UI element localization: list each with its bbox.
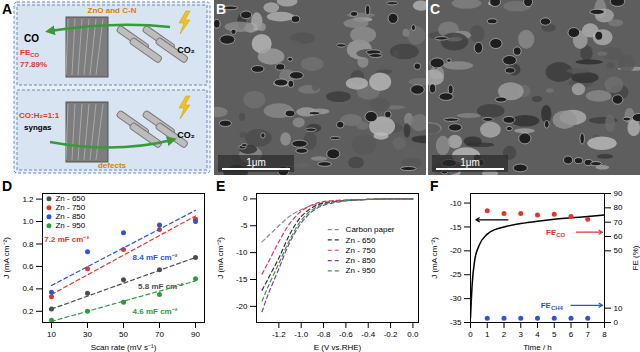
svg-text:7.2 mF cm⁻²: 7.2 mF cm⁻² (44, 235, 89, 244)
svg-text:defects: defects (98, 161, 127, 170)
svg-text:4.6 mF cm⁻²: 4.6 mF cm⁻² (133, 307, 178, 316)
svg-text:-15: -15 (450, 223, 462, 232)
svg-text:Zn - 750: Zn - 750 (346, 246, 376, 255)
svg-text:0.2: 0.2 (22, 307, 34, 316)
svg-text:Time / h: Time / h (523, 343, 552, 352)
svg-text:10: 10 (614, 304, 623, 313)
svg-text:5.8 mF cm⁻²: 5.8 mF cm⁻² (138, 282, 183, 292)
svg-text:-10: -10 (236, 248, 248, 257)
svg-text:0.6: 0.6 (22, 262, 34, 271)
svg-text:0.4: 0.4 (22, 284, 34, 293)
svg-text:FE (%): FE (%) (631, 245, 640, 270)
svg-text:J (mA cm⁻²): J (mA cm⁻²) (2, 237, 11, 279)
svg-text:Zn - 850: Zn - 850 (55, 212, 85, 221)
svg-text:0.0: 0.0 (407, 330, 419, 339)
svg-text:0.8: 0.8 (22, 240, 34, 249)
svg-text:Zn - 850: Zn - 850 (346, 256, 376, 265)
svg-text:Carbon paper: Carbon paper (346, 225, 395, 234)
svg-text:-10: -10 (450, 199, 462, 208)
svg-text:0: 0 (468, 330, 473, 339)
svg-text:8: 8 (602, 330, 607, 339)
svg-text:Zn - 950: Zn - 950 (55, 221, 85, 230)
svg-text:-0.8: -0.8 (317, 330, 331, 339)
html-text:A: A (2, 1, 13, 17)
html-text:E: E (216, 178, 226, 194)
svg-text:CO:H₂=1:1: CO:H₂=1:1 (19, 111, 60, 120)
svg-text:Zn - 950: Zn - 950 (346, 266, 376, 275)
svg-text:80: 80 (614, 203, 623, 212)
html-text:C: C (430, 1, 441, 17)
svg-text:70: 70 (155, 330, 164, 339)
svg-text:FE: FE (540, 300, 551, 310)
svg-text:CO: CO (556, 232, 565, 238)
svg-text:0: 0 (243, 194, 248, 203)
svg-text:7: 7 (586, 330, 591, 339)
html-text:B: B (216, 1, 227, 17)
svg-text:ZnO and C-N: ZnO and C-N (88, 6, 137, 15)
svg-text:-25: -25 (450, 270, 462, 279)
svg-text:3: 3 (519, 330, 524, 339)
svg-text:Zn - 650: Zn - 650 (55, 194, 85, 203)
svg-text:E (V vs.RHE): E (V vs.RHE) (314, 343, 362, 352)
svg-text:-20: -20 (450, 246, 462, 255)
svg-text:8.4 mF cm⁻²: 8.4 mF cm⁻² (133, 253, 178, 262)
svg-text:J (mA cm⁻²): J (mA cm⁻²) (430, 237, 439, 279)
svg-text:1.0: 1.0 (22, 217, 34, 226)
svg-text:FECO: FECO (20, 48, 40, 58)
svg-text:-0.4: -0.4 (361, 330, 375, 339)
svg-text:30: 30 (83, 330, 92, 339)
svg-text:1μm: 1μm (460, 157, 480, 168)
svg-text:-20: -20 (236, 302, 248, 311)
html-text:D: D (2, 178, 13, 194)
svg-text:90: 90 (191, 330, 200, 339)
svg-text:CO: CO (24, 33, 39, 44)
svg-text:10: 10 (47, 330, 56, 339)
svg-text:50: 50 (614, 246, 623, 255)
svg-text:Scan rate (mV s⁻¹): Scan rate (mV s⁻¹) (91, 343, 157, 352)
svg-text:6: 6 (569, 330, 574, 339)
svg-text:-1.2: -1.2 (272, 330, 286, 339)
svg-text:-1.0: -1.0 (294, 330, 308, 339)
html-text:F: F (430, 178, 439, 194)
svg-text:1.2: 1.2 (22, 195, 34, 204)
svg-text:CH4: CH4 (551, 305, 564, 311)
svg-text:2: 2 (502, 330, 507, 339)
svg-text:-0.6: -0.6 (339, 330, 353, 339)
svg-text:syngas: syngas (24, 123, 52, 132)
svg-text:CO₂: CO₂ (177, 45, 195, 55)
svg-text:Zn - 750: Zn - 750 (55, 203, 85, 212)
svg-text:1: 1 (485, 330, 490, 339)
svg-text:-35: -35 (450, 318, 462, 327)
svg-text:CO₂: CO₂ (177, 130, 195, 140)
svg-text:90: 90 (614, 189, 623, 198)
svg-text:5: 5 (552, 330, 557, 339)
svg-text:-15: -15 (236, 275, 248, 284)
svg-text:70: 70 (614, 218, 623, 227)
svg-text:1μm: 1μm (246, 157, 266, 168)
svg-text:-0.2: -0.2 (384, 330, 398, 339)
svg-text:60: 60 (614, 232, 623, 241)
svg-text:-30: -30 (450, 294, 462, 303)
svg-text:Zn - 650: Zn - 650 (346, 236, 376, 245)
svg-text:-5: -5 (240, 221, 248, 230)
svg-text:50: 50 (119, 330, 128, 339)
svg-text:4: 4 (535, 330, 540, 339)
svg-text:77.89%: 77.89% (20, 60, 47, 69)
svg-text:J (mA cm⁻²): J (mA cm⁻²) (216, 237, 225, 279)
svg-text:FE: FE (546, 227, 557, 237)
svg-text:0: 0 (614, 318, 619, 327)
